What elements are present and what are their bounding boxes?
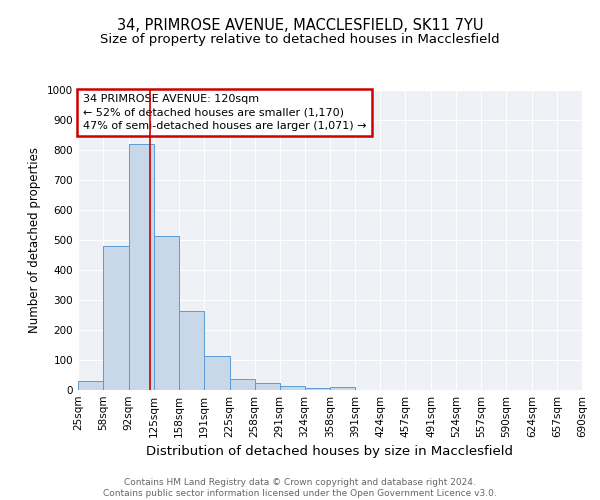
Text: 34, PRIMROSE AVENUE, MACCLESFIELD, SK11 7YU: 34, PRIMROSE AVENUE, MACCLESFIELD, SK11 …: [117, 18, 483, 32]
Bar: [154, 236, 179, 390]
Text: Size of property relative to detached houses in Macclesfield: Size of property relative to detached ho…: [100, 32, 500, 46]
Y-axis label: Number of detached properties: Number of detached properties: [28, 147, 41, 333]
Bar: [204, 356, 230, 390]
Bar: [78, 381, 103, 390]
Bar: [254, 384, 280, 390]
Bar: [179, 310, 204, 390]
Bar: [129, 144, 154, 390]
X-axis label: Distribution of detached houses by size in Macclesfield: Distribution of detached houses by size …: [146, 446, 514, 458]
Text: 34 PRIMROSE AVENUE: 120sqm
← 52% of detached houses are smaller (1,170)
47% of s: 34 PRIMROSE AVENUE: 120sqm ← 52% of deta…: [83, 94, 367, 131]
Bar: [103, 246, 129, 390]
Bar: [331, 387, 355, 390]
Bar: [230, 378, 254, 390]
Bar: [305, 388, 331, 390]
Bar: [280, 386, 305, 390]
Text: Contains HM Land Registry data © Crown copyright and database right 2024.
Contai: Contains HM Land Registry data © Crown c…: [103, 478, 497, 498]
